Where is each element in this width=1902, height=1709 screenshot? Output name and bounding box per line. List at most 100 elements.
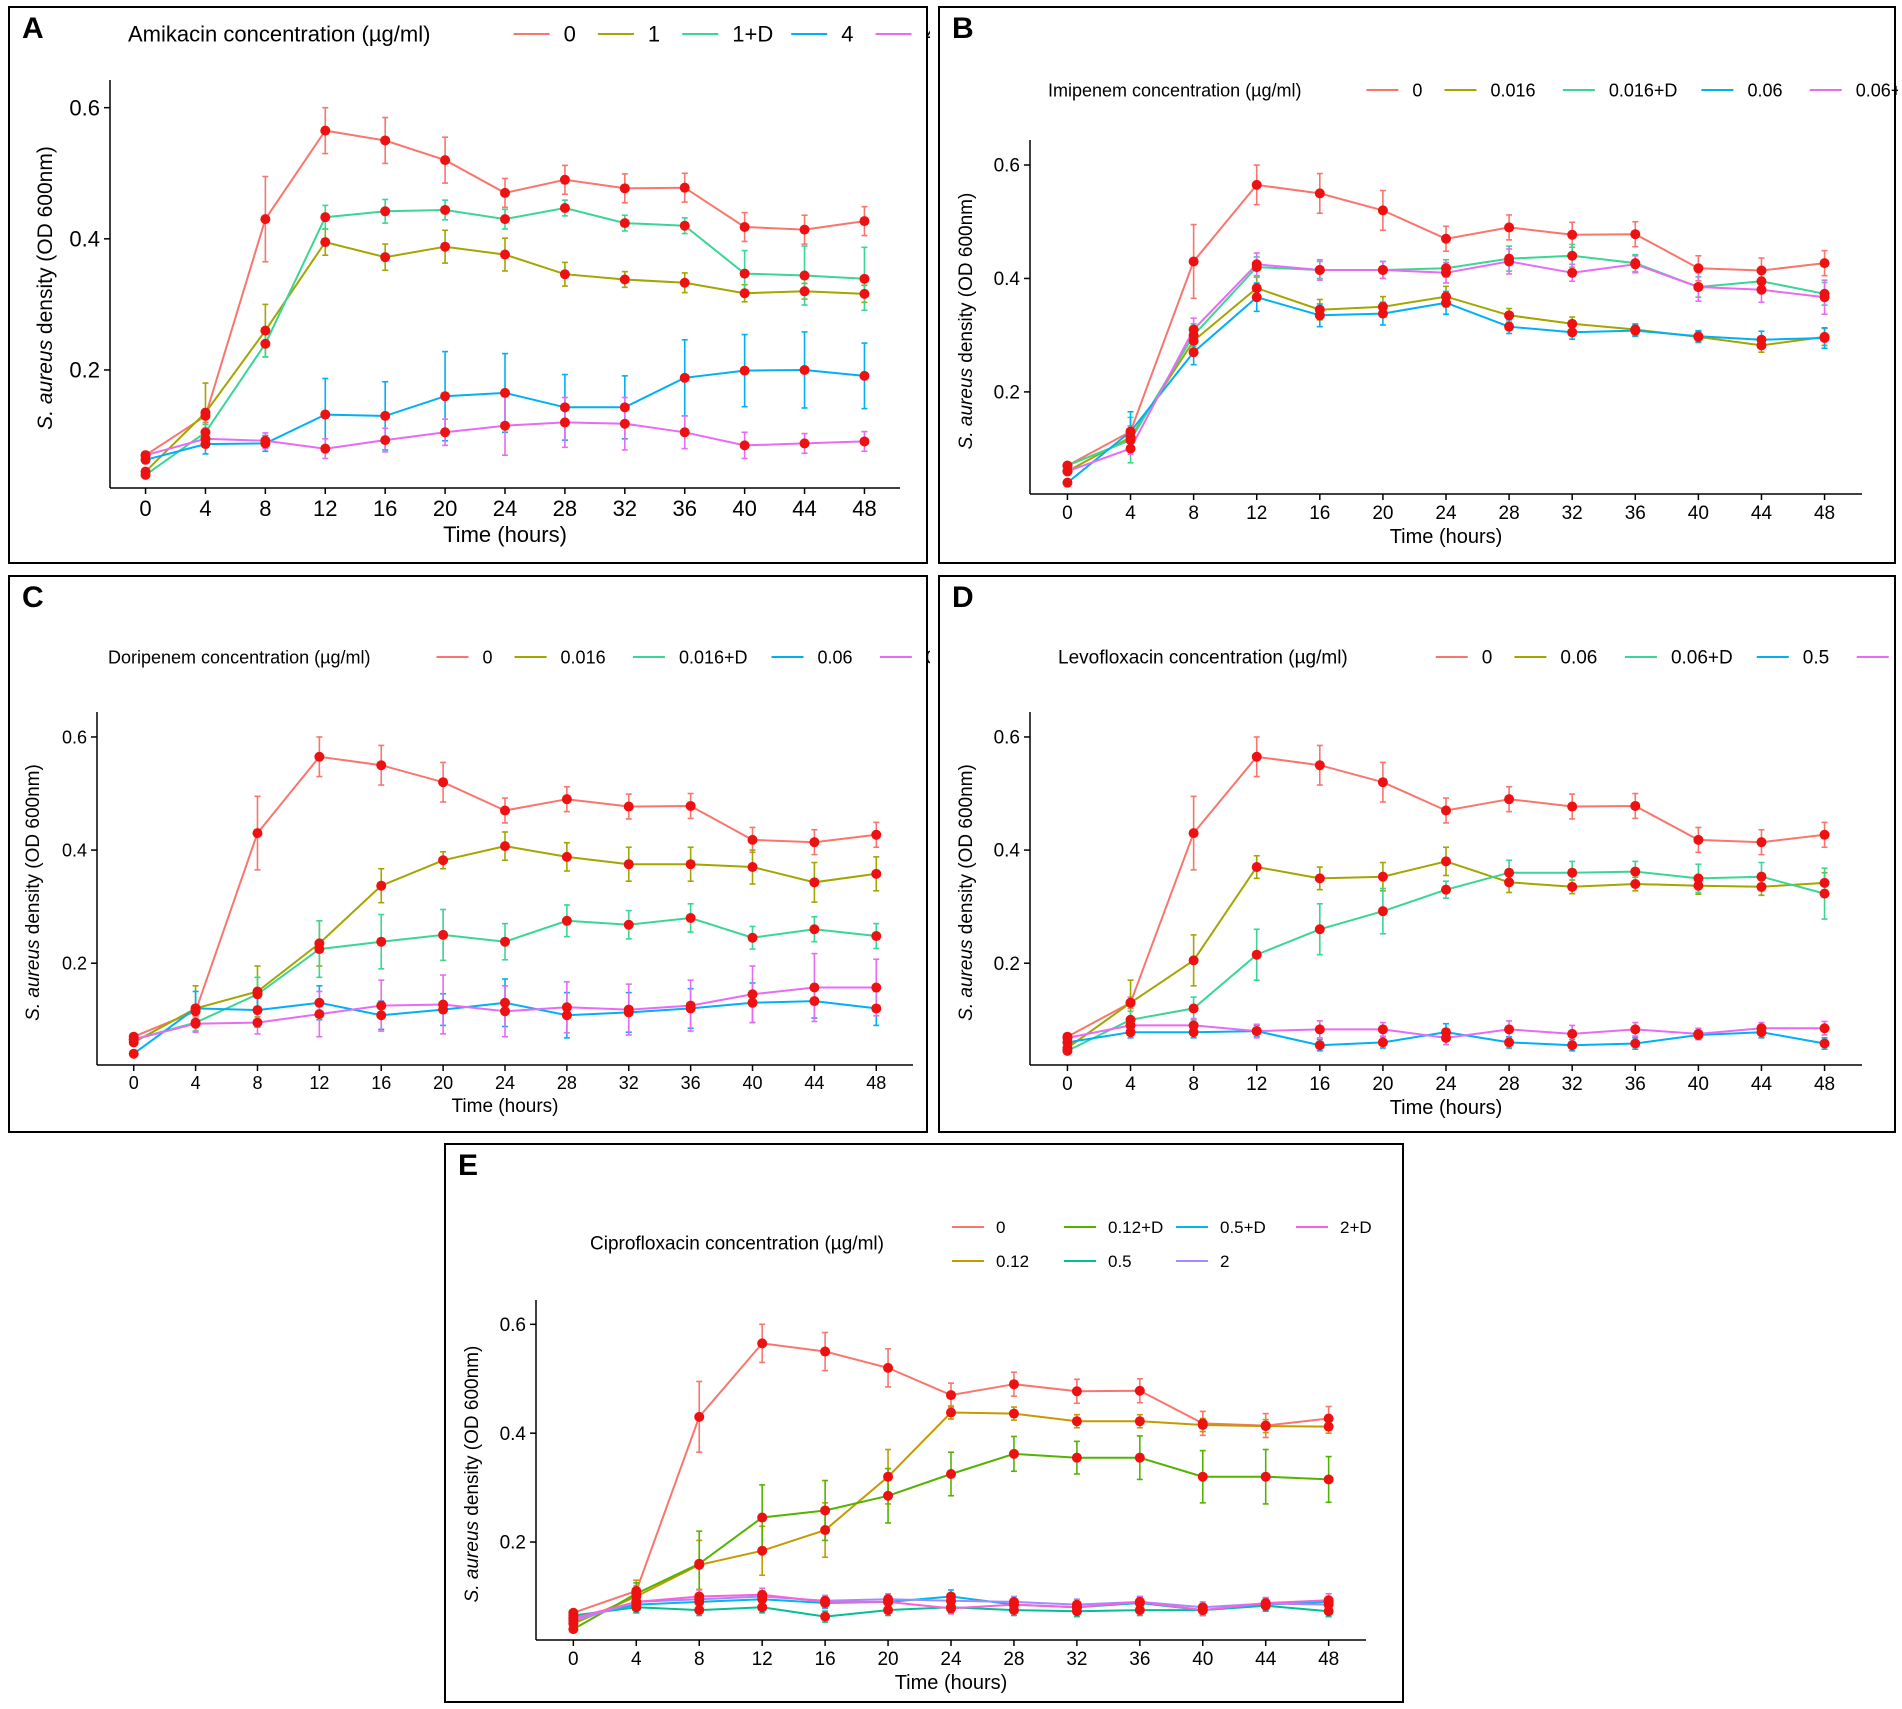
- x-tick-label: 28: [1003, 1649, 1024, 1670]
- data-point: [1251, 1026, 1262, 1037]
- y-axis-label-unit: density (OD 600nm): [956, 764, 977, 939]
- data-point: [1314, 1040, 1325, 1051]
- data-point: [568, 1624, 579, 1635]
- data-point: [559, 269, 570, 280]
- data-point: [1314, 1024, 1325, 1035]
- data-point: [1567, 801, 1578, 812]
- data-point: [799, 286, 810, 297]
- data-point: [1062, 1032, 1073, 1043]
- y-axis-label: S. aureus density (OD 600nm): [956, 764, 977, 1021]
- y-tick-label: 0.6: [500, 1315, 526, 1336]
- data-point: [946, 1469, 956, 1479]
- y-tick-label: 0.2: [500, 1533, 526, 1554]
- x-tick-label: 40: [1192, 1649, 1213, 1670]
- data-point: [739, 288, 750, 299]
- data-point: [757, 1512, 768, 1523]
- data-point: [747, 862, 758, 873]
- data-point: [1008, 1379, 1019, 1390]
- y-axis-label-species: S. aureus: [956, 939, 977, 1021]
- y-axis-label-species: S. aureus: [462, 1520, 483, 1602]
- data-point: [820, 1505, 831, 1516]
- y-axis-label-species: S. aureus: [34, 339, 57, 429]
- data-point: [694, 1605, 705, 1616]
- data-point: [1134, 1385, 1145, 1396]
- x-tick-label: 36: [1129, 1649, 1150, 1670]
- legend-label: 4+D: [926, 22, 930, 47]
- data-point: [1251, 751, 1262, 762]
- data-point: [252, 1005, 263, 1016]
- data-point: [1567, 1040, 1578, 1051]
- data-point: [559, 203, 570, 213]
- data-point: [1441, 267, 1451, 278]
- data-point: [694, 1558, 705, 1569]
- y-tick-label: 0.4: [994, 269, 1021, 290]
- data-point: [1008, 1448, 1019, 1459]
- data-point: [320, 443, 331, 454]
- data-point: [799, 438, 810, 449]
- data-point: [1134, 1596, 1145, 1607]
- legend-label: 0.5+D: [1220, 1218, 1266, 1237]
- data-point: [140, 469, 151, 480]
- data-point: [1693, 263, 1704, 274]
- data-point: [1819, 258, 1830, 269]
- y-tick-label: 0.4: [500, 1424, 527, 1445]
- data-point: [946, 1595, 956, 1606]
- data-point: [561, 794, 572, 805]
- data-point: [1377, 1037, 1388, 1048]
- data-point: [559, 402, 570, 413]
- x-tick-label: 28: [557, 1073, 577, 1093]
- data-point: [1630, 800, 1641, 811]
- x-tick-label: 28: [1499, 1074, 1520, 1095]
- data-point: [1071, 1602, 1082, 1613]
- data-point: [871, 829, 882, 840]
- legend-label: 0: [1482, 648, 1493, 669]
- data-point: [859, 436, 870, 447]
- data-point: [260, 435, 271, 446]
- data-point: [1756, 276, 1767, 287]
- data-point: [1062, 477, 1073, 488]
- data-point: [1260, 1471, 1271, 1482]
- data-point: [440, 204, 451, 215]
- data-point: [500, 249, 510, 260]
- data-point: [1756, 334, 1767, 345]
- data-point: [871, 868, 882, 879]
- data-point: [623, 919, 634, 930]
- data-point: [1260, 1421, 1271, 1432]
- data-point: [1125, 1020, 1136, 1031]
- data-point: [1504, 222, 1515, 233]
- points-4+D: [140, 417, 870, 461]
- x-tick-label: 8: [694, 1649, 705, 1670]
- data-point: [1314, 924, 1325, 935]
- data-point: [1125, 426, 1136, 437]
- data-point: [1260, 1597, 1271, 1608]
- data-point: [380, 206, 391, 217]
- legend-label: 0: [996, 1218, 1005, 1237]
- x-tick-label: 40: [1688, 503, 1709, 524]
- data-point: [500, 214, 510, 225]
- data-point: [694, 1411, 705, 1422]
- data-point: [440, 391, 451, 402]
- panel-b: B 0.2 0.4 0.6 0 4 8 12 16 20 24 28 32 36 40 44 48 Time (…: [938, 6, 1898, 564]
- data-point: [260, 338, 271, 349]
- x-tick-label: 44: [804, 1073, 824, 1093]
- data-point: [380, 252, 391, 263]
- points-0: [1062, 751, 1830, 1042]
- data-point: [1188, 828, 1199, 839]
- data-point: [679, 427, 690, 438]
- data-point: [859, 216, 870, 227]
- legend-title: Amikacin concentration (µg/ml): [128, 22, 430, 47]
- data-point: [799, 224, 810, 235]
- y-axis-label-species: S. aureus: [23, 939, 44, 1021]
- data-point: [200, 433, 211, 444]
- legend-label: 0.06+D: [1856, 80, 1898, 100]
- legend-label: 2: [1220, 1252, 1229, 1271]
- x-axis-label: Time (hours): [443, 522, 567, 547]
- x-tick-label: 12: [313, 496, 337, 521]
- data-point: [1693, 281, 1704, 292]
- data-point: [1504, 256, 1515, 267]
- data-point: [440, 241, 451, 252]
- data-point: [252, 828, 263, 839]
- data-point: [1756, 284, 1767, 295]
